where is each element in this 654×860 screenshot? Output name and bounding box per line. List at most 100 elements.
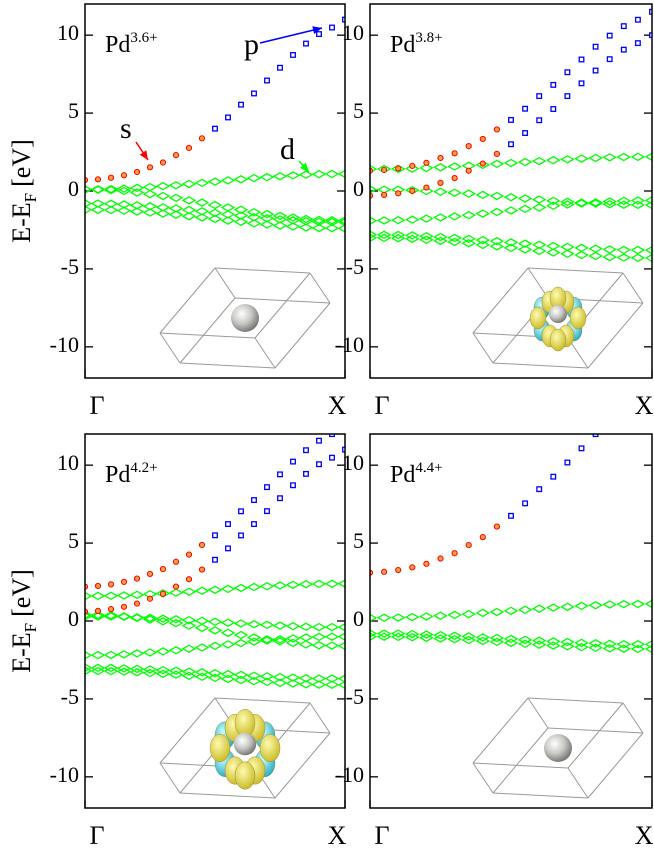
band-point <box>522 130 529 136</box>
band-point <box>298 216 314 226</box>
band-point <box>381 166 388 174</box>
band-point <box>220 216 236 225</box>
band-point <box>630 253 646 263</box>
band-point <box>329 24 335 31</box>
band-point <box>419 235 434 245</box>
band-point <box>461 189 476 198</box>
band-point <box>168 615 184 624</box>
band-point <box>233 670 249 680</box>
band-point <box>290 52 296 58</box>
band-point <box>142 202 158 211</box>
band-point <box>588 198 603 207</box>
x-tick-label: Γ <box>374 391 389 420</box>
band-point <box>493 523 500 530</box>
band-point <box>142 182 158 192</box>
cell-edge <box>527 267 549 299</box>
band-point <box>376 632 392 641</box>
y-label-sub: F <box>21 193 40 202</box>
band-point <box>634 16 641 23</box>
cell-edge <box>234 297 331 304</box>
band-point <box>181 671 197 681</box>
band-point <box>423 159 430 166</box>
band-point <box>376 216 392 225</box>
band-point <box>103 184 119 194</box>
band-point <box>155 181 171 191</box>
band-point <box>116 612 132 621</box>
band-point <box>588 601 603 610</box>
band-point <box>94 176 102 183</box>
band-point <box>517 245 533 254</box>
x-tick-label: Γ <box>89 391 104 420</box>
band-point <box>475 608 491 618</box>
band-point <box>94 582 102 590</box>
band-point <box>272 211 288 221</box>
band-point <box>419 214 434 223</box>
cell-edge <box>622 702 644 734</box>
y-axis-label: E-EF [eV] <box>7 139 40 243</box>
band-point <box>405 629 420 639</box>
cell-edge <box>274 302 331 369</box>
ion-symbol: Pd <box>390 462 415 488</box>
ion-charge: 4.2+ <box>130 460 157 476</box>
cell-edge <box>179 792 276 799</box>
band-point <box>207 177 223 186</box>
band-point <box>337 579 345 588</box>
y-tick-label: 5 <box>353 98 364 123</box>
band-point <box>536 486 543 493</box>
band-point <box>517 239 533 248</box>
band-point <box>94 607 102 614</box>
band-point <box>503 238 519 247</box>
band-point <box>194 623 210 633</box>
band-point <box>272 221 288 230</box>
band-point <box>574 198 589 207</box>
band-point <box>370 632 378 641</box>
band-point <box>220 203 236 212</box>
x-tick-label: Γ <box>374 821 389 850</box>
band-point <box>630 200 646 210</box>
band-point <box>181 587 197 596</box>
band-point <box>311 622 327 632</box>
band-point <box>311 632 327 642</box>
cell-edge <box>472 762 494 794</box>
band-point <box>129 183 145 193</box>
band-point <box>390 629 406 638</box>
band-point <box>447 162 462 171</box>
band-point <box>259 581 275 591</box>
cell-edge <box>527 697 624 704</box>
band-point <box>246 173 262 183</box>
band-point <box>602 197 617 206</box>
band-point <box>285 222 301 231</box>
band-point <box>259 636 275 645</box>
band-point <box>272 215 288 224</box>
atom <box>544 734 572 762</box>
band-point <box>550 106 557 112</box>
y-tick-label: -10 <box>335 762 364 787</box>
band-point <box>433 236 448 246</box>
band-point <box>602 199 617 209</box>
data-layer <box>85 16 345 233</box>
band-point <box>588 643 603 653</box>
y-label-unit: [eV] <box>7 569 36 617</box>
band-point <box>277 471 283 478</box>
cell-edge <box>179 297 236 364</box>
band-point <box>503 634 519 644</box>
band-point <box>155 203 171 212</box>
band-point <box>103 663 119 673</box>
y-tick-label: -10 <box>50 332 79 357</box>
band-point <box>390 230 406 240</box>
band-point <box>630 644 646 654</box>
band-point <box>390 632 406 642</box>
band-point <box>370 216 378 225</box>
band-point <box>461 234 476 244</box>
band-point <box>172 558 180 565</box>
band-point <box>574 601 589 611</box>
band-point <box>181 211 197 221</box>
band-point <box>337 641 345 651</box>
cell-edge <box>309 702 331 734</box>
band-point <box>155 665 171 675</box>
band-point <box>475 209 491 218</box>
band-point <box>311 169 327 179</box>
band-point <box>116 184 132 193</box>
band-point <box>194 207 210 216</box>
